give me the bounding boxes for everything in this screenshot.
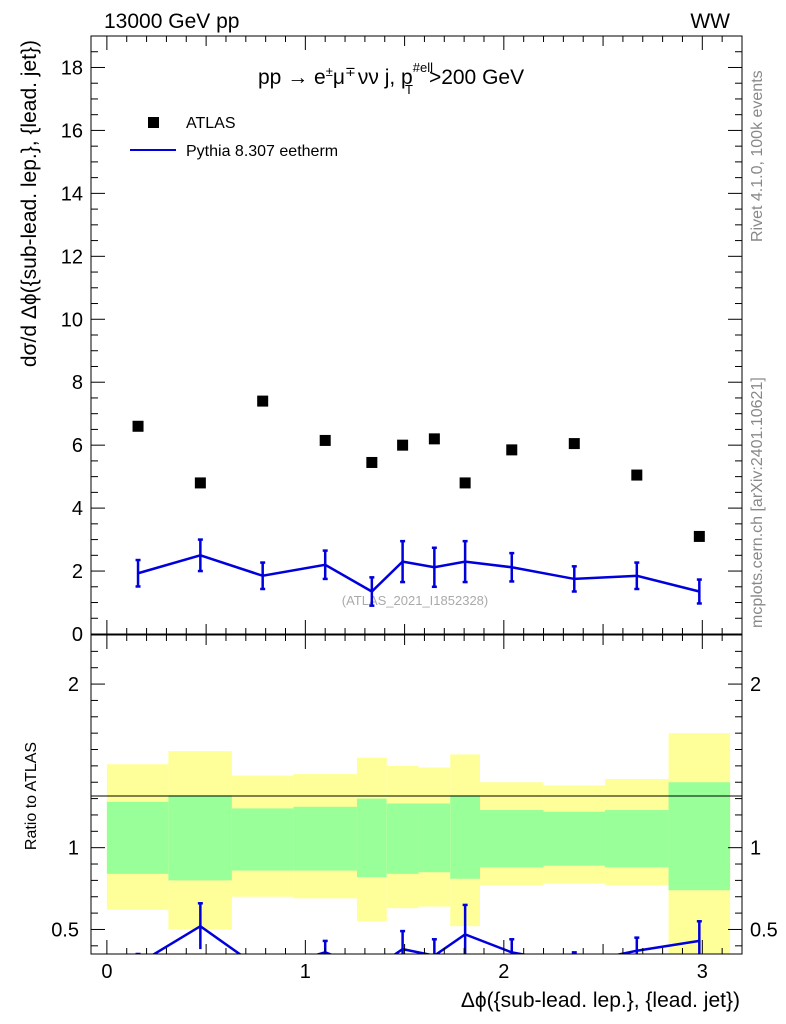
main-axis-ticks: 0 2 4 6 8 10 12 14 16 18 [61, 36, 742, 646]
legend-data-label: ATLAS [186, 115, 236, 132]
ratio-inner-band [293, 806, 357, 871]
ratio-inner-band [450, 795, 481, 879]
atlas-data-point [366, 456, 378, 468]
main-y-tick-label: 8 [72, 372, 83, 394]
x-axis-title: Δϕ({sub-lead. lep.}, {lead. jet}) [461, 989, 740, 1012]
main-y-axis-title: dσ/d Δϕ({sub-lead. lep.}, {lead. jet}) [18, 40, 41, 367]
plot-title-suffix: >200 GeV [429, 66, 524, 89]
ratio-inner-band [418, 803, 451, 873]
ratio-y-tick-label-right: 0.5 [750, 919, 778, 941]
atlas-data-point [397, 439, 409, 451]
atlas-data-point [132, 420, 144, 432]
x-tick-label: 3 [697, 961, 708, 983]
x-tick-label: 2 [498, 961, 509, 983]
main-y-tick-label: 16 [61, 120, 83, 142]
plot-title-sup: #ell [413, 60, 433, 75]
ratio-uncertainty-bands [106, 733, 731, 954]
main-y-tick-label: 6 [72, 435, 83, 457]
ratio-mc-line [151, 924, 700, 954]
plot-title-mp: ∓ [345, 64, 356, 79]
ratio-inner-band [231, 808, 294, 871]
ratio-y-tick-label: 2 [68, 674, 79, 696]
atlas-data-point [257, 395, 269, 407]
atlas-data-point [506, 444, 518, 456]
ratio-inner-band [106, 801, 169, 874]
plot-title: pp → e±μ∓νν j, p#ell T >200 GeV [258, 60, 524, 97]
plot-title-sub: T [405, 82, 413, 97]
mc-line [137, 554, 700, 594]
rivet-label: Rivet 4.1.0, 100k events [749, 70, 766, 242]
atlas-data-point [319, 434, 331, 446]
ratio-axis-ticks: 0.5 0.5 1 1 2 2 0 1 2 3 [51, 635, 778, 983]
ratio-inner-band [543, 811, 606, 866]
main-y-tick-label: 18 [61, 57, 83, 79]
legend-data-marker [148, 117, 159, 128]
ratio-mc-series [135, 902, 702, 954]
main-y-tick-label: 14 [61, 183, 83, 205]
ratio-inner-band [356, 798, 387, 878]
ratio-y-tick-label-right: 2 [750, 674, 761, 696]
main-y-tick-label: 12 [61, 246, 83, 268]
atlas-data-point [693, 530, 705, 542]
ratio-y-tick-label: 0.5 [51, 919, 79, 941]
plot-title-mu: μ [333, 66, 345, 89]
main-mc-series [135, 538, 702, 607]
ratio-inner-band [605, 810, 669, 868]
atlas-data-point [459, 477, 471, 489]
plot-title-mid: νν j, p [358, 66, 413, 89]
ratio-plot-frame [90, 634, 743, 955]
atlas-data-point [194, 477, 206, 489]
ratio-inner-band [668, 782, 731, 891]
x-tick-label: 0 [101, 961, 112, 983]
ratio-y-axis-title: Ratio to ATLAS [23, 742, 40, 850]
legend-mc-label: Pythia 8.307 eetherm [186, 143, 338, 160]
ratio-y-tick-label: 1 [68, 838, 79, 860]
plot-title-pm: ± [326, 64, 333, 79]
atlas-data-point [631, 469, 643, 481]
main-y-tick-label: 10 [61, 309, 83, 331]
energy-label: 13000 GeV pp [104, 10, 239, 33]
atlas-data-point [568, 438, 580, 450]
ratio-inner-band [386, 803, 419, 874]
ratio-inner-band [168, 795, 232, 881]
mcplots-label: mcplots.cern.ch [arXiv:2401.10621] [749, 377, 766, 628]
plot-title-prefix: pp → e [258, 66, 326, 89]
analysis-watermark: (ATLAS_2021_I1852328) [342, 593, 488, 608]
ratio-y-tick-label-right: 1 [750, 838, 761, 860]
x-tick-label: 1 [300, 961, 311, 983]
atlas-data-point [428, 433, 440, 445]
process-label: WW [690, 10, 730, 33]
main-y-tick-label: 2 [72, 561, 83, 583]
main-y-tick-label: 4 [72, 498, 83, 520]
ratio-inner-band [480, 810, 544, 868]
main-data-series [132, 395, 705, 542]
main-plot-frame [90, 35, 743, 635]
main-y-tick-label: 0 [72, 624, 83, 646]
